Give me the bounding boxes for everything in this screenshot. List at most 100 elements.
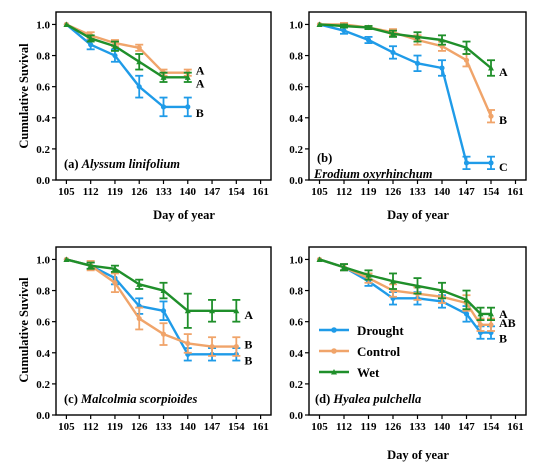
series-line xyxy=(66,258,237,348)
data-point xyxy=(63,256,70,262)
data-point xyxy=(111,265,118,272)
data-point xyxy=(63,21,70,27)
data-point xyxy=(414,60,421,66)
x-tick-label: 147 xyxy=(458,421,475,433)
data-point xyxy=(365,24,372,31)
x-tick-label: 112 xyxy=(83,186,99,198)
data-point xyxy=(439,65,445,71)
y-tick-label: 0.6 xyxy=(289,317,303,329)
x-tick-label: 154 xyxy=(483,186,500,198)
series-control: B xyxy=(316,21,507,127)
panel-b: 105 112 119 126 133 140 147 154 161 0.0 0.2 0.4 0.6 0… xyxy=(289,11,527,222)
data-point xyxy=(160,308,167,314)
panel-title: (a) Alyssum linifolium xyxy=(64,157,180,171)
panel-label: (b) xyxy=(317,151,332,165)
y-tick-label: 0.8 xyxy=(289,51,303,63)
y-tick-label: 0.8 xyxy=(289,286,303,298)
x-tick-label: 147 xyxy=(458,186,475,198)
data-point xyxy=(184,307,191,314)
x-tick-label: 147 xyxy=(204,186,221,198)
x-tick-label: 126 xyxy=(385,421,402,433)
y-tick-label: 0.0 xyxy=(36,175,50,187)
series-drought: B xyxy=(63,21,204,120)
data-point xyxy=(341,264,347,270)
data-point xyxy=(439,287,445,294)
data-point xyxy=(209,307,216,314)
series-line xyxy=(66,258,237,312)
data-point xyxy=(390,278,396,284)
x-axis-label: Day of year xyxy=(387,448,449,462)
y-tick-label: 0.2 xyxy=(289,144,303,156)
data-point xyxy=(463,296,470,303)
data-point xyxy=(209,343,215,350)
series-line xyxy=(65,23,188,74)
significance-letter: A xyxy=(499,307,508,321)
y-tick-label: 0.0 xyxy=(289,175,303,187)
x-tick-label: 161 xyxy=(252,186,269,198)
legend-marker xyxy=(331,369,337,375)
y-tick-label: 0.8 xyxy=(36,286,50,298)
x-tick-label: 161 xyxy=(507,186,524,198)
data-point xyxy=(414,33,421,40)
series-control: A xyxy=(63,21,205,78)
x-tick-label: 154 xyxy=(483,421,500,433)
data-point xyxy=(488,310,494,317)
x-axis-label: Day of year xyxy=(387,208,449,222)
x-tick-label: 154 xyxy=(228,421,245,433)
data-point xyxy=(390,49,396,56)
significance-letter: A xyxy=(196,76,205,90)
y-tick-label: 0.4 xyxy=(36,348,50,360)
data-point xyxy=(112,52,118,59)
legend-item-drought: Drought xyxy=(319,323,404,338)
y-tick-label: 1.0 xyxy=(289,254,303,266)
x-tick-label: 140 xyxy=(180,186,197,198)
x-tick-label: 119 xyxy=(107,186,123,198)
significance-letter: A xyxy=(244,308,253,322)
y-tick-label: 0.8 xyxy=(36,51,50,63)
data-point xyxy=(488,113,494,119)
x-tick-label: 105 xyxy=(58,421,75,433)
legend-item-wet: Wet xyxy=(319,365,380,380)
series-line xyxy=(319,23,492,69)
x-tick-label: 133 xyxy=(409,186,426,198)
x-tick-label: 105 xyxy=(311,421,328,433)
y-tick-label: 0.2 xyxy=(289,379,303,391)
y-axis-label: Cumulative Suvival xyxy=(17,277,31,383)
x-tick-label: 119 xyxy=(107,421,123,433)
data-point xyxy=(233,307,240,314)
series-wet: A xyxy=(63,256,253,329)
series-line xyxy=(66,258,237,356)
data-point xyxy=(488,322,494,328)
y-tick-label: 1.0 xyxy=(36,19,50,31)
data-point xyxy=(365,272,372,278)
panel-a: 105 112 119 126 133 140 147 154 161 0.0 0.2 0.4 0.6 0… xyxy=(17,11,272,222)
y-tick-label: 0.6 xyxy=(36,82,50,94)
data-point xyxy=(136,84,142,90)
data-point xyxy=(488,160,494,166)
data-point xyxy=(112,280,118,286)
data-point xyxy=(87,262,94,269)
x-axis-label: Day of year xyxy=(153,208,215,222)
series-wet: A xyxy=(316,256,508,322)
x-tick-label: 133 xyxy=(155,421,172,433)
legend-label: Wet xyxy=(357,365,380,380)
series-line xyxy=(319,23,491,165)
significance-letter: B xyxy=(244,338,252,352)
series-drought: B xyxy=(63,256,252,367)
x-tick-label: 105 xyxy=(311,186,328,198)
data-point xyxy=(160,331,167,337)
data-point xyxy=(365,37,372,43)
data-point xyxy=(87,35,94,41)
series-wet: A xyxy=(316,21,508,79)
x-tick-label: 161 xyxy=(252,421,269,433)
y-tick-label: 0.2 xyxy=(36,379,50,391)
x-tick-label: 126 xyxy=(385,186,402,198)
x-tick-label: 126 xyxy=(131,421,148,433)
y-tick-label: 0.4 xyxy=(289,113,303,125)
y-tick-label: 0.0 xyxy=(36,410,50,422)
data-point xyxy=(185,340,191,347)
x-tick-label: 133 xyxy=(155,186,172,198)
data-point xyxy=(160,287,167,294)
data-point xyxy=(341,28,347,34)
